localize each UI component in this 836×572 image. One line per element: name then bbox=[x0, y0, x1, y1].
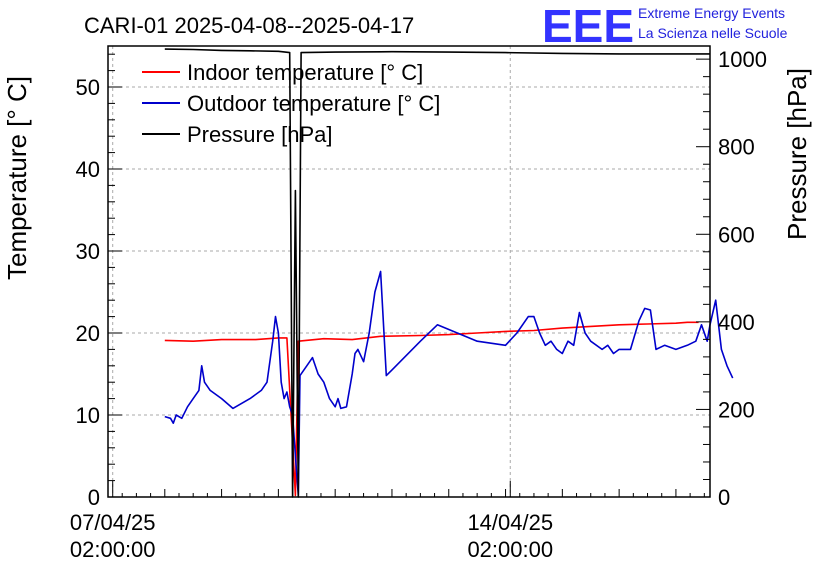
series-layer bbox=[164, 48, 734, 498]
series-line-outdoor bbox=[164, 270, 734, 497]
eee-logo: EEE Extreme Energy Events La Scienza nel… bbox=[542, 0, 788, 52]
chart-title: CARI-01 2025-04-08--2025-04-17 bbox=[84, 13, 414, 38]
y-axis-label-left: Temperature [° C] bbox=[2, 76, 32, 280]
y-tick-label-right: 600 bbox=[718, 222, 755, 247]
legend: Indoor temperature [° C] Outdoor temperat… bbox=[142, 60, 440, 147]
grid bbox=[108, 46, 710, 497]
legend-label: Outdoor temperature [° C] bbox=[187, 91, 440, 116]
logo-line-2: La Scienza nelle Scuole bbox=[638, 25, 788, 41]
series-line-pressure bbox=[164, 48, 710, 498]
series-line-indoor bbox=[164, 321, 699, 497]
y-tick-label-right: 400 bbox=[718, 310, 755, 335]
y-tick-label-right: 200 bbox=[718, 397, 755, 422]
legend-label: Pressure [hPa] bbox=[187, 122, 333, 147]
y-tick-label-right: 1000 bbox=[718, 47, 767, 72]
x-tick-label-date: 07/04/25 bbox=[70, 510, 156, 535]
y-axis-label-right: Pressure [hPa] bbox=[782, 68, 812, 240]
y-tick-label-right: 0 bbox=[718, 485, 730, 510]
x-tick-label-time: 02:00:00 bbox=[70, 537, 156, 562]
y-tick-label-left: 20 bbox=[76, 321, 100, 346]
y-tick-label-left: 50 bbox=[76, 75, 100, 100]
y-tick-label-left: 40 bbox=[76, 157, 100, 182]
x-tick-label-time: 02:00:00 bbox=[467, 537, 553, 562]
logo-mark: EEE bbox=[542, 0, 634, 52]
y-tick-label-right: 800 bbox=[718, 135, 755, 160]
y-tick-label-left: 30 bbox=[76, 239, 100, 264]
x-tick-label-date: 14/04/25 bbox=[467, 510, 553, 535]
logo-line-1: Extreme Energy Events bbox=[638, 5, 785, 21]
legend-label: Indoor temperature [° C] bbox=[187, 60, 423, 85]
y-tick-label-left: 10 bbox=[76, 403, 100, 428]
plot-frame bbox=[107, 45, 711, 498]
y-tick-label-left: 0 bbox=[88, 485, 100, 510]
axes: 010203040500200400600800100007/04/2502:0… bbox=[70, 45, 767, 562]
